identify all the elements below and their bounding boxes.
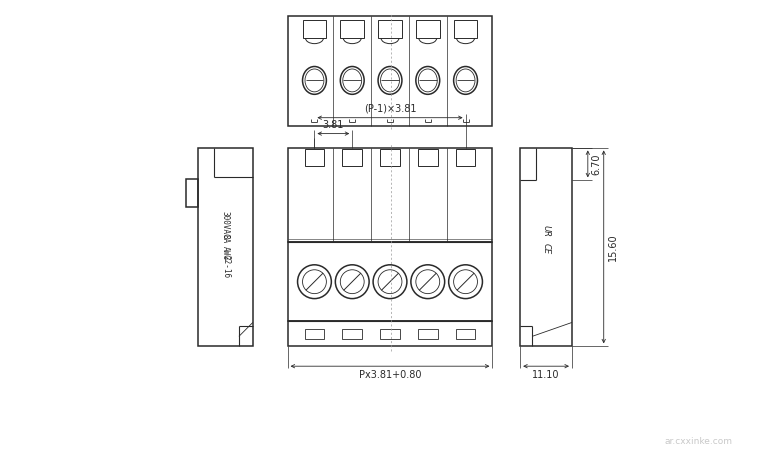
Text: 8A: 8A <box>221 234 230 244</box>
Bar <box>186 179 198 207</box>
Bar <box>455 150 476 166</box>
Bar <box>305 329 324 339</box>
Text: UR: UR <box>541 225 551 237</box>
Text: 300VAC: 300VAC <box>221 211 230 239</box>
Bar <box>305 150 324 166</box>
Text: 15.60: 15.60 <box>608 233 618 261</box>
Bar <box>454 20 477 38</box>
Bar <box>302 20 326 38</box>
Text: Px3.81+0.80: Px3.81+0.80 <box>358 370 421 380</box>
Bar <box>287 147 492 242</box>
Bar <box>342 150 362 166</box>
Text: ar.cxxinke.com: ar.cxxinke.com <box>664 437 732 446</box>
Text: (P-1)×3.81: (P-1)×3.81 <box>364 104 416 114</box>
Text: CE: CE <box>541 243 551 254</box>
Bar <box>418 329 437 339</box>
Bar <box>455 329 476 339</box>
Text: 22-16: 22-16 <box>221 255 230 279</box>
Bar <box>287 16 492 126</box>
Bar <box>198 147 253 346</box>
Bar <box>380 329 400 339</box>
Text: 11.10: 11.10 <box>533 370 560 380</box>
Bar <box>287 321 492 346</box>
Bar <box>287 242 492 321</box>
Text: 6.70: 6.70 <box>592 153 602 175</box>
Bar <box>520 147 572 346</box>
Text: 3.81: 3.81 <box>323 120 344 130</box>
Text: AWG: AWG <box>221 246 230 260</box>
Bar <box>341 20 364 38</box>
Bar <box>380 150 400 166</box>
Bar <box>415 20 440 38</box>
Bar <box>342 329 362 339</box>
Bar <box>418 150 437 166</box>
Bar <box>378 20 402 38</box>
